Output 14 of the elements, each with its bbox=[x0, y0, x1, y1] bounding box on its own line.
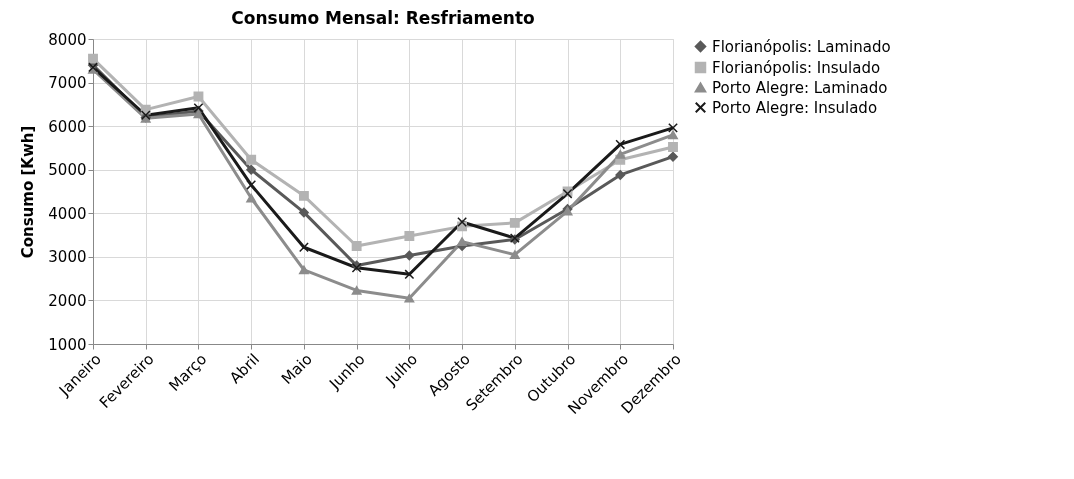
y-tick-label: 4000 bbox=[48, 204, 87, 223]
y-axis-title: Consumo [Kwh] bbox=[19, 125, 38, 259]
y-tick-label: 3000 bbox=[48, 248, 87, 267]
y-tick-label: 6000 bbox=[48, 117, 87, 136]
chart-title: Consumo Mensal: Resfriamento bbox=[231, 8, 535, 28]
y-tick-label: 2000 bbox=[48, 291, 87, 310]
y-tick-label: 8000 bbox=[48, 30, 87, 49]
y-tick-label: 1000 bbox=[48, 335, 87, 354]
legend-label: Florianópolis: Laminado bbox=[712, 37, 891, 56]
y-tick-label: 5000 bbox=[48, 161, 87, 180]
legend-label: Porto Alegre: Laminado bbox=[712, 78, 888, 97]
legend-label: Porto Alegre: Insulado bbox=[712, 98, 878, 117]
y-tick-label: 7000 bbox=[48, 74, 87, 93]
legend-label: Florianópolis: Insulado bbox=[712, 58, 881, 77]
